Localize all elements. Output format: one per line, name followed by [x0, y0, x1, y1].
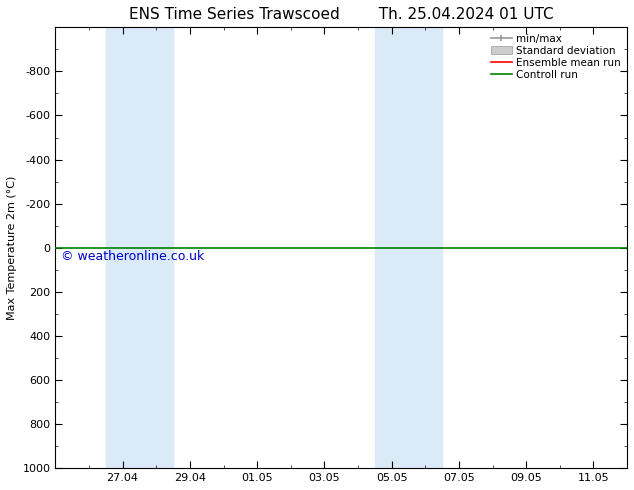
Y-axis label: Max Temperature 2m (°C): Max Temperature 2m (°C)	[7, 175, 17, 320]
Legend: min/max, Standard deviation, Ensemble mean run, Controll run: min/max, Standard deviation, Ensemble me…	[487, 29, 625, 84]
Title: ENS Time Series Trawscoed        Th. 25.04.2024 01 UTC: ENS Time Series Trawscoed Th. 25.04.2024…	[129, 7, 553, 22]
Bar	[106, 27, 173, 468]
Text: © weatheronline.co.uk: © weatheronline.co.uk	[61, 250, 204, 263]
Bar	[375, 27, 442, 468]
